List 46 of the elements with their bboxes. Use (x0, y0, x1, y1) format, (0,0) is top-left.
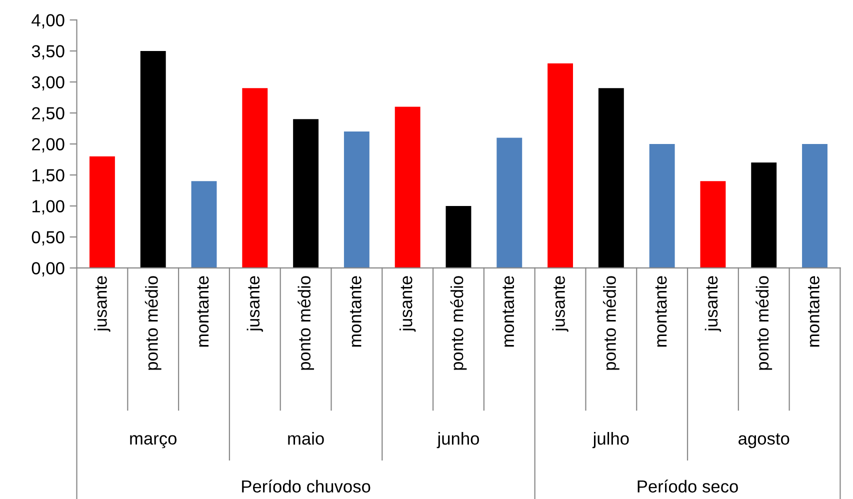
text: março (130, 435, 177, 448)
y-tick-label: 0,50 (32, 231, 64, 246)
x-tick-label: jusante (552, 276, 568, 332)
x-tick-label: jusante (704, 276, 722, 332)
x-tick-label: jusante (246, 276, 263, 332)
x-tick-label: ponto médio (602, 276, 620, 370)
bar (751, 162, 777, 268)
x-tick-label: montante (350, 276, 362, 347)
bar (140, 50, 166, 268)
y-tick-label: 2,00 (32, 138, 64, 152)
x-tick-label: montante (197, 276, 209, 347)
x-tick-label: jusante (94, 276, 110, 332)
y-tick-label: 3,00 (32, 76, 64, 90)
bar (446, 206, 472, 268)
bar (496, 138, 522, 268)
bar (242, 88, 268, 268)
bar (89, 156, 115, 268)
bar (344, 132, 370, 268)
x-tick-label: jusante (400, 276, 416, 332)
y-tick-label: 1,00 (32, 200, 64, 214)
bar (802, 144, 828, 268)
y-tick-label: 4,00 (32, 14, 64, 28)
bar (191, 181, 217, 268)
x-tick-label: montante (808, 276, 820, 347)
bar (293, 119, 319, 268)
bar (649, 144, 675, 268)
text: agosto (738, 433, 790, 448)
text: junho (436, 432, 479, 448)
bar (700, 181, 726, 268)
x-tick-label: montante (502, 276, 514, 347)
bar (548, 63, 574, 268)
bar (394, 106, 420, 268)
bar (598, 88, 624, 268)
x-tick-label: ponto médio (450, 276, 467, 370)
y-tick-label: 3,50 (32, 45, 64, 60)
y-tick-label: 0,00 (32, 262, 64, 276)
text: Período seco (638, 480, 738, 493)
text: julho (592, 432, 629, 448)
x-tick-label: ponto médio (144, 276, 162, 370)
text: Período chuvoso (242, 480, 370, 493)
x-tick-label: montante (655, 276, 667, 347)
x-tick-label: ponto médio (298, 276, 314, 370)
y-tick-label: 1,50 (32, 169, 64, 184)
y-tick-label: 2,50 (32, 107, 64, 122)
x-tick-label: ponto médio (756, 276, 772, 370)
text: maio (288, 432, 324, 445)
